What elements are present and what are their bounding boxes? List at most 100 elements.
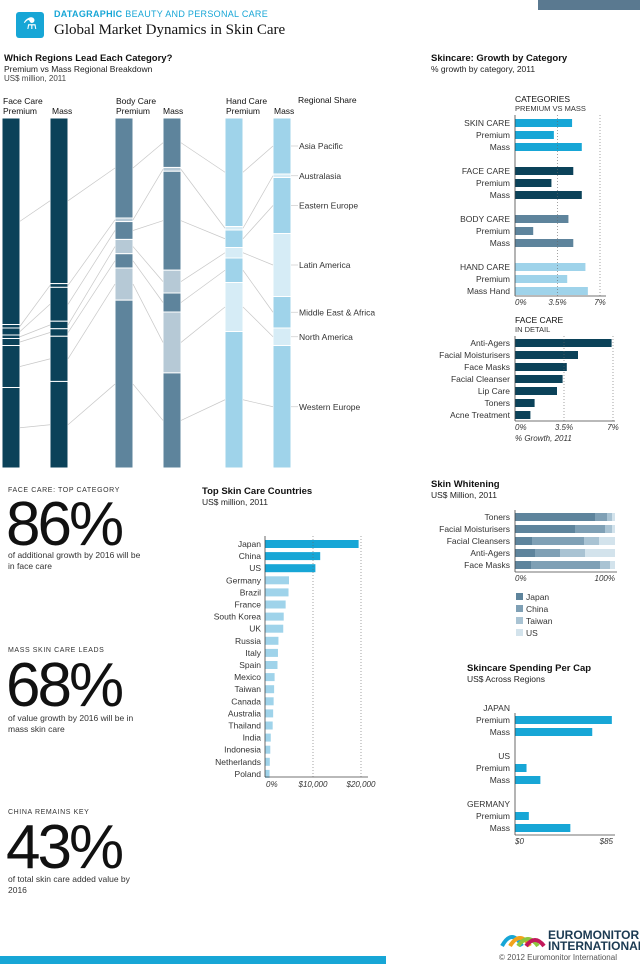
region-connector xyxy=(242,175,274,229)
regions-chart-header: Which Regions Lead Each Category? Premiu… xyxy=(4,53,172,83)
growth-label-body-care: BODY CARE xyxy=(460,214,510,224)
legend-label-china: China xyxy=(526,604,548,614)
countries-subtitle: US$ million, 2011 xyxy=(202,497,268,507)
country-bar-south-korea xyxy=(265,612,284,621)
countries-tick: 0% xyxy=(266,780,278,789)
footer-bar xyxy=(0,956,386,964)
region-connector xyxy=(19,304,51,332)
col-head-body-mass: Mass xyxy=(163,106,184,116)
spending-label-mass: Mass xyxy=(490,727,510,737)
spending-bar-germany-mass xyxy=(515,824,571,832)
face-label-lip-care: Lip Care xyxy=(478,386,510,396)
legend-label-japan: Japan xyxy=(526,592,549,602)
growth-label-mass-hand: Mass Hand xyxy=(467,286,510,296)
spending-bar-germany-premium xyxy=(515,812,529,820)
region-connector xyxy=(132,260,164,303)
countries-title: Top Skin Care Countries xyxy=(202,486,313,497)
categories-label: CATEGORIES xyxy=(515,94,571,104)
face-bar-face-masks xyxy=(515,363,567,371)
whitening-seg-facial-moisturisers-us xyxy=(612,525,615,533)
region-connector xyxy=(132,283,164,343)
growth-bar-hand-care-hand-care xyxy=(515,263,586,271)
whitening-seg-facial-cleansers-japan xyxy=(515,537,532,545)
region-label-asia-pacific: Asia Pacific xyxy=(299,141,344,151)
region-label-latin-america: Latin America xyxy=(299,260,351,270)
spending-bar-japan-mass xyxy=(515,728,593,736)
country-label-uk: UK xyxy=(249,624,261,634)
face-detail-header: FACE CARE IN DETAIL xyxy=(515,316,563,335)
col-head-hand: Hand Care Premium xyxy=(226,96,268,116)
country-bar-russia xyxy=(265,636,279,645)
page-title: Global Market Dynamics in Skin Care xyxy=(54,22,286,38)
country-bar-australia xyxy=(265,709,274,718)
country-label-brazil: Brazil xyxy=(240,587,261,597)
region-connector xyxy=(180,306,226,343)
spending-label-premium: Premium xyxy=(476,763,510,773)
region-label-north-america: North America xyxy=(299,332,353,342)
country-bar-china xyxy=(265,552,321,561)
country-bar-thailand xyxy=(265,721,273,730)
country-label-canada: Canada xyxy=(231,696,261,706)
whitening-seg-toners-china xyxy=(595,513,607,521)
whitening-label-facial-cleansers: Facial Cleansers xyxy=(447,536,510,546)
countries-tick: $10,000 xyxy=(298,780,328,789)
region-connector xyxy=(180,220,226,240)
region-connector xyxy=(132,169,164,220)
face-bar-anti-agers xyxy=(515,339,612,347)
region-connector xyxy=(132,383,164,421)
spending-group-japan: JAPAN xyxy=(483,703,510,713)
regions-chart-subtitle: Premium vs Mass Regional Breakdown xyxy=(4,64,153,74)
region-connector xyxy=(67,383,116,425)
country-label-us: US xyxy=(249,563,261,573)
region-connector xyxy=(19,200,51,222)
growth-bar-face-care-premium xyxy=(515,179,552,187)
region-connector xyxy=(180,399,226,421)
legend-swatch-taiwan xyxy=(516,617,523,624)
region-connector xyxy=(19,324,51,338)
growth-title: Skincare: Growth by Category xyxy=(431,53,568,64)
stat-1-desc: of additional growth by 2016 will be in … xyxy=(8,550,141,571)
spending-subtitle: US$ Across Regions xyxy=(467,674,545,684)
face-label-facial-cleanser: Facial Cleanser xyxy=(451,374,510,384)
growth-label-mass: Mass xyxy=(490,142,510,152)
face-tick: 0% xyxy=(515,423,527,432)
region-connector xyxy=(242,252,274,266)
whitening-label-toners: Toners xyxy=(484,512,510,522)
stat-3-desc: of total skin care added value by 2016 xyxy=(8,874,130,895)
growth-chart-header: Skincare: Growth by Category % growth by… xyxy=(431,53,567,74)
legend-swatch-japan xyxy=(516,593,523,600)
stat-2-value: 68% xyxy=(6,651,124,720)
spending-label-mass: Mass xyxy=(490,775,510,785)
country-label-france: France xyxy=(235,600,262,610)
country-label-poland: Poland xyxy=(235,769,262,779)
growth-label-hand-care: HAND CARE xyxy=(460,262,510,272)
region-label-eastern-europe: Eastern Europe xyxy=(299,201,358,211)
spending-bar-us-premium xyxy=(515,764,527,772)
country-bar-indonesia xyxy=(265,745,271,754)
country-label-russia: Russia xyxy=(235,636,261,646)
spending-title: Skincare Spending Per Cap xyxy=(467,663,592,674)
growth-tick: 3.5% xyxy=(548,298,566,307)
region-connector xyxy=(242,306,274,337)
spending-label-premium: Premium xyxy=(476,715,510,725)
region-connector xyxy=(242,270,274,313)
whitening-seg-toners-taiwan xyxy=(607,513,612,521)
spending-label-mass: Mass xyxy=(490,823,510,833)
face-label-toners: Toners xyxy=(484,398,510,408)
legend-label-us: US xyxy=(526,628,538,638)
euromonitor-logo-icon xyxy=(500,935,546,948)
growth-label-premium: Premium xyxy=(476,274,510,284)
face-bar-facial-moisturisers xyxy=(515,351,578,359)
brand-name: EUROMONITOR INTERNATIONAL xyxy=(548,928,640,953)
region-connector xyxy=(180,169,226,229)
growth-bar-hand-care-premium xyxy=(515,275,568,283)
col-head-hand-mass: Mass xyxy=(274,106,295,116)
copyright: © 2012 Euromonitor International xyxy=(499,953,617,962)
growth-bar-face-care-mass xyxy=(515,191,582,199)
spending-tick-0: $0 xyxy=(514,837,524,846)
col-head-face: Face Care Premium xyxy=(3,96,43,116)
